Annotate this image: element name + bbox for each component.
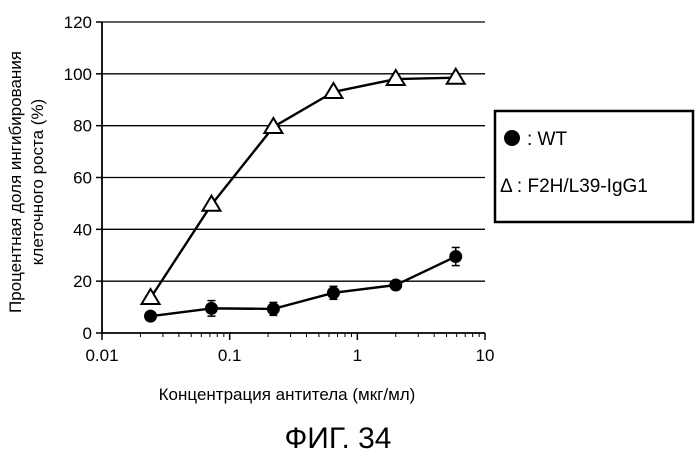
data-point-wt <box>205 302 218 315</box>
y-axis-label-line-2: клеточного роста (%) <box>28 99 47 265</box>
data-point-f2h <box>387 70 405 85</box>
data-point-wt <box>267 302 280 315</box>
y-tick-label: 120 <box>64 13 92 32</box>
y-tick-label: 60 <box>73 169 92 188</box>
y-tick-label: 80 <box>73 117 92 136</box>
y-tick-label: 0 <box>83 324 92 343</box>
legend-label-f2h: Δ : F2H/L39-IgG1 <box>500 176 648 197</box>
x-tick-label: 1 <box>353 346 362 365</box>
legend: : WT Δ : F2H/L39-IgG1 <box>495 111 693 222</box>
data-point-wt <box>449 250 462 263</box>
figure-caption: ФИГ. 34 <box>285 422 392 455</box>
series-line-f2h <box>151 78 456 298</box>
data-point-f2h <box>142 289 160 304</box>
x-tick-label: 10 <box>476 346 495 365</box>
x-tick-label: 0.1 <box>218 346 242 365</box>
legend-box <box>495 111 693 222</box>
y-tick-label: 40 <box>73 220 92 239</box>
series-layer <box>142 69 465 323</box>
x-tick-label: 0.01 <box>85 346 118 365</box>
gridlines <box>102 22 485 281</box>
legend-label-wt: : WT <box>527 129 567 150</box>
data-point-f2h <box>447 69 465 84</box>
data-point-wt <box>327 286 340 299</box>
x-axis-label: Концентрация антитела (мкг/мл) <box>159 385 416 404</box>
data-point-wt <box>144 310 157 323</box>
axis-ticks: 0 20 40 60 80 100 120 0.01 0.1 1 10 <box>64 13 495 365</box>
y-axis-label-line-1: Процентная доля ингибирования <box>6 51 25 313</box>
data-point-wt <box>389 279 402 292</box>
y-tick-label: 100 <box>64 65 92 84</box>
y-tick-label: 20 <box>73 272 92 291</box>
series-line-wt <box>151 257 456 317</box>
legend-marker-wt <box>504 130 520 146</box>
